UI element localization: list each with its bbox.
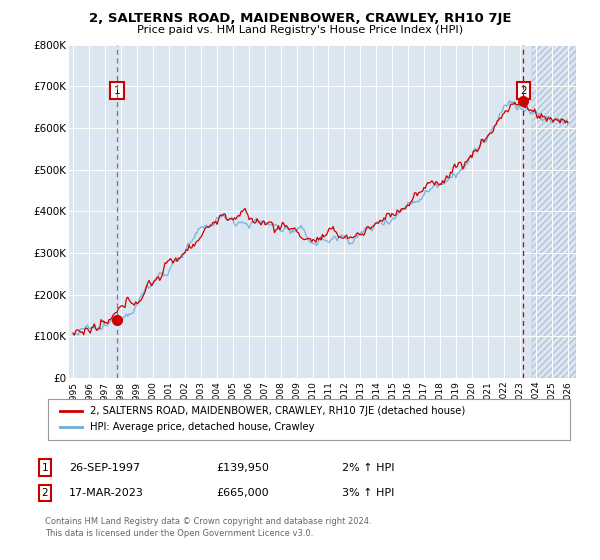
- Text: 1: 1: [41, 463, 49, 473]
- Text: 1: 1: [113, 86, 120, 96]
- Text: Price paid vs. HM Land Registry's House Price Index (HPI): Price paid vs. HM Land Registry's House …: [137, 25, 463, 35]
- Text: 2, SALTERNS ROAD, MAIDENBOWER, CRAWLEY, RH10 7JE: 2, SALTERNS ROAD, MAIDENBOWER, CRAWLEY, …: [89, 12, 511, 25]
- Text: £665,000: £665,000: [216, 488, 269, 498]
- Text: £139,950: £139,950: [216, 463, 269, 473]
- Text: 26-SEP-1997: 26-SEP-1997: [69, 463, 140, 473]
- Text: 17-MAR-2023: 17-MAR-2023: [69, 488, 144, 498]
- Text: 2: 2: [520, 86, 527, 96]
- Legend: 2, SALTERNS ROAD, MAIDENBOWER, CRAWLEY, RH10 7JE (detached house), HPI: Average : 2, SALTERNS ROAD, MAIDENBOWER, CRAWLEY, …: [56, 403, 469, 436]
- Text: 2: 2: [41, 488, 49, 498]
- Text: 3% ↑ HPI: 3% ↑ HPI: [342, 488, 394, 498]
- Text: Contains HM Land Registry data © Crown copyright and database right 2024.: Contains HM Land Registry data © Crown c…: [45, 517, 371, 526]
- Text: This data is licensed under the Open Government Licence v3.0.: This data is licensed under the Open Gov…: [45, 529, 313, 538]
- Text: 2% ↑ HPI: 2% ↑ HPI: [342, 463, 395, 473]
